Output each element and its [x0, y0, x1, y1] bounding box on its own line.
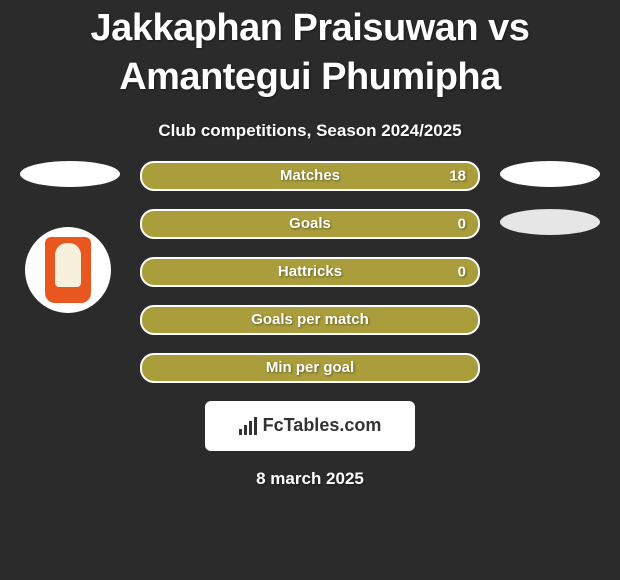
stat-value: 18 — [449, 167, 466, 184]
stat-row-gpm: Goals per match — [0, 305, 620, 335]
stat-label: Min per goal — [266, 359, 354, 376]
stat-label: Goals per match — [251, 311, 369, 328]
stat-value: 0 — [458, 215, 466, 232]
right-pill-1 — [500, 161, 600, 187]
stat-bar: Goals 0 — [140, 209, 480, 239]
stat-row-mpg: Min per goal — [0, 353, 620, 383]
stat-bar: Min per goal — [140, 353, 480, 383]
stat-bar: Goals per match — [140, 305, 480, 335]
stat-label: Hattricks — [278, 263, 342, 280]
stat-label: Goals — [289, 215, 331, 232]
comparison-title: Jakkaphan Praisuwan vs Amantegui Phumiph… — [0, 0, 620, 111]
season-subtitle: Club competitions, Season 2024/2025 — [0, 121, 620, 141]
snapshot-date: 8 march 2025 — [0, 469, 620, 489]
stat-bar: Hattricks 0 — [140, 257, 480, 287]
stat-row-matches: Matches 18 — [0, 161, 620, 191]
stat-row-hattricks: Hattricks 0 — [0, 257, 620, 287]
stat-value: 0 — [458, 263, 466, 280]
brand-box: FcTables.com — [205, 401, 415, 451]
right-pill-2 — [500, 209, 600, 235]
brand-text: FcTables.com — [263, 415, 382, 436]
bar-chart-icon — [239, 417, 257, 435]
left-pill-1 — [20, 161, 120, 187]
stat-bar: Matches 18 — [140, 161, 480, 191]
stat-label: Matches — [280, 167, 340, 184]
